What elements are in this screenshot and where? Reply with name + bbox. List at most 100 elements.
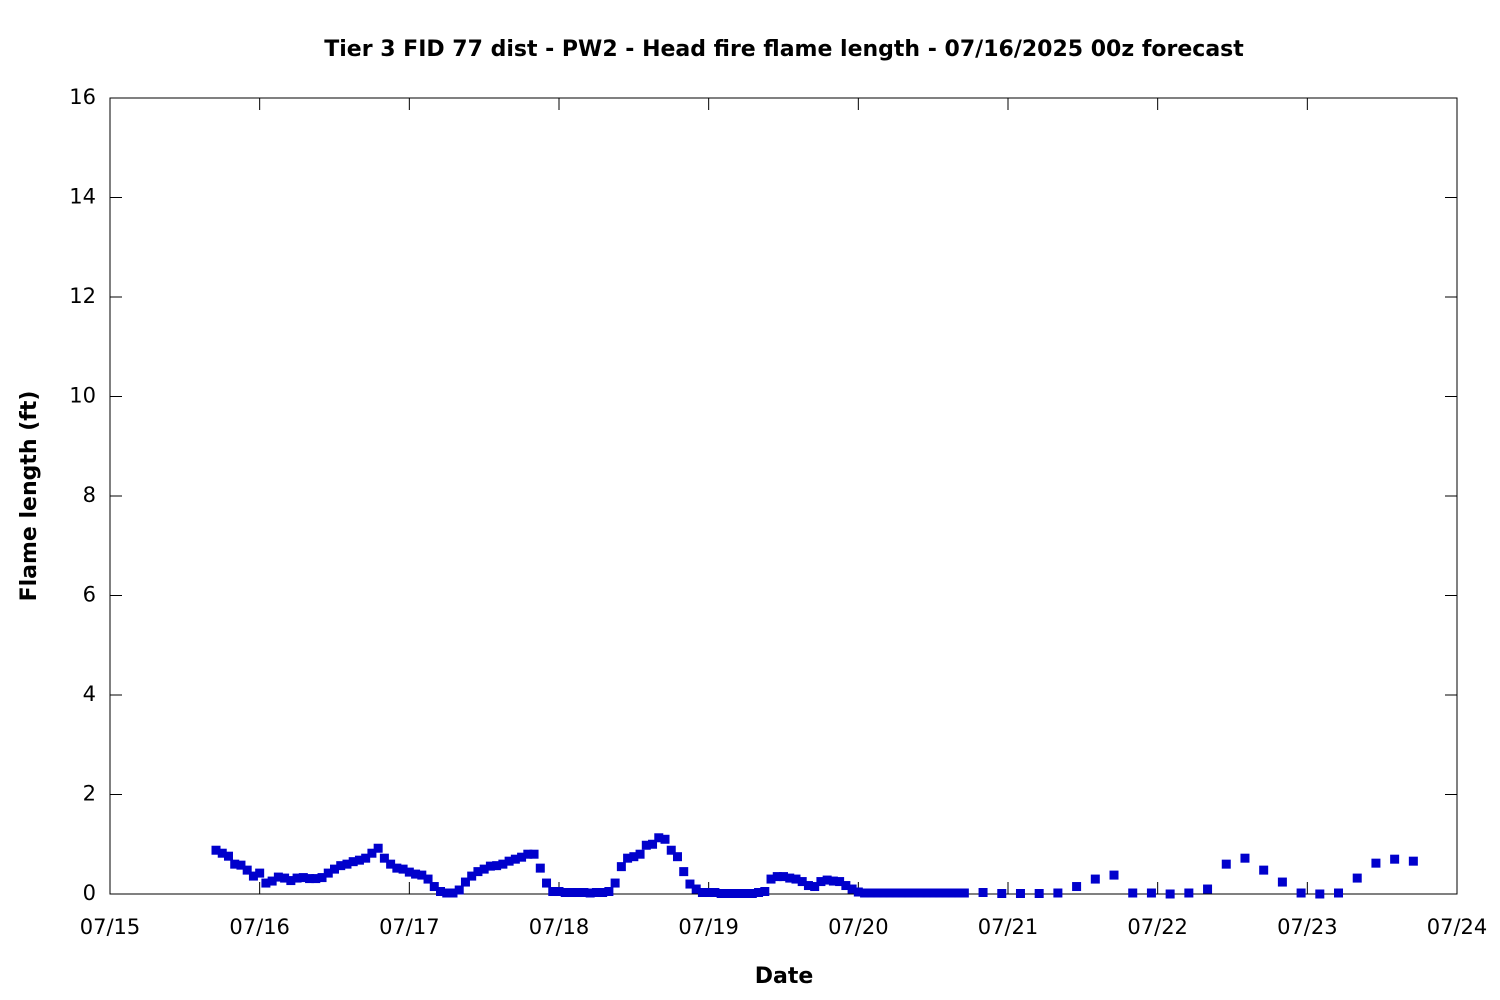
point <box>1334 888 1344 898</box>
point <box>747 889 757 899</box>
point <box>791 874 801 884</box>
point <box>542 878 552 888</box>
point <box>417 870 427 880</box>
point <box>716 889 726 899</box>
point <box>635 849 645 859</box>
point <box>872 888 882 898</box>
point <box>585 888 595 898</box>
point <box>286 876 296 886</box>
point <box>610 878 620 888</box>
point <box>267 876 277 886</box>
point <box>947 888 957 898</box>
point <box>261 878 271 888</box>
point <box>373 843 383 853</box>
point <box>835 877 845 887</box>
point <box>323 868 333 878</box>
point <box>429 882 439 892</box>
point <box>1015 889 1025 899</box>
point <box>336 861 346 871</box>
point <box>1034 889 1044 899</box>
x-tick-label: 07/24 <box>1427 915 1488 939</box>
point <box>648 839 658 849</box>
point <box>841 881 851 891</box>
point <box>878 888 888 898</box>
point <box>223 851 233 861</box>
point <box>847 884 857 894</box>
point <box>398 864 408 874</box>
point <box>953 888 963 898</box>
y-axis-label: Flame length (ft) <box>17 391 42 602</box>
point <box>1296 888 1306 898</box>
point <box>305 874 315 884</box>
point <box>866 888 876 898</box>
point <box>1408 856 1418 866</box>
point <box>554 887 564 897</box>
point <box>697 888 707 898</box>
point <box>754 888 764 898</box>
plot-frame <box>109 97 1458 895</box>
point <box>604 887 614 897</box>
point <box>566 888 576 898</box>
point <box>473 867 483 877</box>
point <box>679 867 689 877</box>
point <box>317 873 327 883</box>
point <box>436 887 446 897</box>
x-tick-label: 07/23 <box>1277 915 1338 939</box>
point <box>860 888 870 898</box>
point <box>361 853 371 863</box>
y-tick-label: 2 <box>83 782 96 806</box>
point <box>448 888 458 898</box>
x-tick-label: 07/18 <box>529 915 590 939</box>
point <box>1240 853 1250 863</box>
point <box>1221 859 1231 869</box>
point <box>629 852 639 862</box>
point <box>828 876 838 886</box>
point <box>517 852 527 862</box>
x-tick-label: 07/20 <box>828 915 889 939</box>
point <box>598 888 608 898</box>
point <box>510 854 520 864</box>
y-tick-label: 12 <box>69 284 96 308</box>
point <box>785 873 795 883</box>
y-tick-label: 14 <box>69 185 96 209</box>
point <box>273 872 283 882</box>
point <box>342 859 352 869</box>
point <box>573 888 583 898</box>
x-tick-label: 07/22 <box>1127 915 1188 939</box>
point <box>591 888 601 898</box>
point <box>386 859 396 869</box>
point <box>354 855 364 865</box>
point <box>1277 877 1287 887</box>
point <box>492 861 502 871</box>
y-tick-label: 4 <box>83 682 96 706</box>
point <box>803 881 813 891</box>
point <box>292 873 302 883</box>
point <box>772 872 782 882</box>
x-tick-label: 07/16 <box>229 915 290 939</box>
point <box>485 861 495 871</box>
y-tick-label: 8 <box>83 483 96 507</box>
point <box>741 889 751 899</box>
point <box>897 888 907 898</box>
x-tick-label: 07/19 <box>678 915 739 939</box>
point <box>666 845 676 855</box>
point <box>623 853 633 863</box>
point <box>779 872 788 882</box>
point <box>978 888 988 898</box>
point <box>1072 882 1082 892</box>
point <box>1259 865 1269 875</box>
point <box>922 888 932 898</box>
point <box>729 889 739 899</box>
point <box>217 848 227 858</box>
point <box>816 877 826 887</box>
point <box>1128 888 1138 898</box>
point <box>255 868 265 878</box>
point <box>311 874 321 884</box>
point <box>1165 889 1175 899</box>
chart-title: Tier 3 FID 77 dist - PW2 - Head fire fla… <box>324 37 1244 62</box>
point <box>1184 888 1194 898</box>
point <box>379 853 389 863</box>
point <box>298 873 308 883</box>
point <box>660 834 670 844</box>
point <box>442 888 452 898</box>
